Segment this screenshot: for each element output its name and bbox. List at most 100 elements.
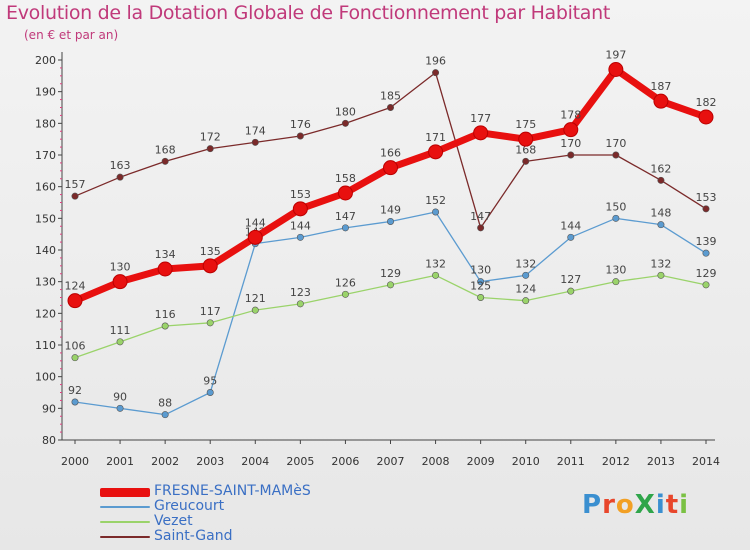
legend-item: FRESNE-SAINT-MAMèS [100, 483, 360, 499]
legend-item: Saint-Gand [100, 528, 360, 544]
chart-legend: FRESNE-SAINT-MAMèS Greucourt Vezet Saint-Ga… [100, 483, 360, 544]
data-label-saint-gand: 163 [110, 159, 131, 172]
y-tick-label: 130 [35, 276, 56, 289]
data-point-vezet [522, 297, 530, 305]
x-tick-label: 2007 [377, 455, 405, 468]
data-label-fresne-saint-mam-s: 130 [110, 261, 131, 274]
data-point-vezet [296, 300, 304, 308]
data-label-vezet: 129 [380, 267, 401, 280]
data-label-fresne-saint-mam-s: 135 [200, 245, 221, 258]
data-label-saint-gand: 147 [470, 210, 491, 223]
data-point-greucourt [432, 208, 440, 216]
data-label-fresne-saint-mam-s: 153 [290, 188, 311, 201]
data-label-greucourt: 90 [113, 390, 127, 403]
data-label-fresne-saint-mam-s: 182 [696, 96, 717, 109]
x-tick-label: 2000 [61, 455, 89, 468]
data-label-vezet: 132 [425, 257, 446, 270]
data-point-vezet [432, 271, 440, 279]
legend-item: Vezet [100, 513, 360, 529]
data-point-greucourt [477, 278, 485, 286]
data-point-fresne-saint-mam-s [698, 109, 714, 125]
data-label-fresne-saint-mam-s: 158 [335, 172, 356, 185]
data-label-saint-gand: 168 [155, 143, 176, 156]
data-label-greucourt: 139 [696, 235, 717, 248]
data-label-saint-gand: 170 [560, 137, 581, 150]
legend-swatch [100, 521, 150, 523]
data-point-greucourt [702, 249, 710, 257]
x-tick-label: 2014 [692, 455, 720, 468]
data-label-fresne-saint-mam-s: 166 [380, 147, 401, 160]
data-label-vezet: 123 [290, 286, 311, 299]
data-label-fresne-saint-mam-s: 177 [470, 112, 491, 125]
legend-item: Greucourt [100, 498, 360, 514]
data-label-greucourt: 152 [425, 194, 446, 207]
data-label-saint-gand: 196 [425, 55, 446, 68]
data-label-saint-gand: 153 [696, 191, 717, 204]
data-point-greucourt [386, 218, 394, 226]
data-point-saint-gand [116, 173, 124, 181]
data-point-fresne-saint-mam-s [653, 93, 669, 109]
data-point-fresne-saint-mam-s [608, 62, 624, 77]
x-tick-label: 2003 [196, 455, 224, 468]
data-label-fresne-saint-mam-s: 124 [65, 280, 86, 293]
y-tick-label: 170 [35, 149, 56, 162]
data-point-fresne-saint-mam-s [247, 229, 263, 245]
data-point-saint-gand [251, 138, 259, 146]
data-label-saint-gand: 168 [515, 143, 536, 156]
data-label-fresne-saint-mam-s: 178 [560, 109, 581, 122]
legend-swatch [100, 536, 150, 538]
data-point-vezet [702, 281, 710, 289]
data-point-greucourt [657, 221, 665, 229]
data-label-greucourt: 147 [335, 210, 356, 223]
data-label-fresne-saint-mam-s: 134 [155, 248, 176, 261]
data-point-saint-gand [702, 205, 710, 213]
data-point-fresne-saint-mam-s [157, 261, 173, 277]
y-tick-label: 100 [35, 371, 56, 384]
y-tick-label: 160 [35, 181, 56, 194]
data-label-fresne-saint-mam-s: 171 [425, 131, 446, 144]
data-label-greucourt: 149 [380, 204, 401, 217]
legend-label: Saint-Gand [154, 528, 233, 544]
data-point-fresne-saint-mam-s [67, 293, 83, 309]
legend-label: FRESNE-SAINT-MAMèS [154, 483, 311, 499]
data-point-fresne-saint-mam-s [428, 144, 444, 160]
data-point-fresne-saint-mam-s [563, 122, 579, 138]
data-label-fresne-saint-mam-s: 187 [650, 80, 671, 93]
y-tick-label: 180 [35, 117, 56, 130]
y-tick-label: 140 [35, 244, 56, 257]
proxiti-logo: ProXiti [582, 490, 690, 520]
data-label-greucourt: 132 [515, 257, 536, 270]
data-point-saint-gand [161, 157, 169, 165]
y-tick-label: 90 [42, 402, 56, 415]
legend-label: Vezet [154, 513, 193, 529]
data-label-greucourt: 148 [650, 207, 671, 220]
x-tick-label: 2002 [151, 455, 179, 468]
data-label-vezet: 126 [335, 276, 356, 289]
x-tick-label: 2006 [331, 455, 359, 468]
data-label-saint-gand: 170 [605, 137, 626, 150]
data-label-saint-gand: 174 [245, 124, 266, 137]
data-point-greucourt [116, 404, 124, 412]
legend-swatch [100, 506, 150, 508]
data-label-greucourt: 144 [560, 219, 581, 232]
data-label-vezet: 116 [155, 308, 176, 321]
data-label-fresne-saint-mam-s: 197 [605, 49, 626, 62]
data-label-saint-gand: 176 [290, 118, 311, 131]
y-tick-label: 120 [35, 307, 56, 320]
data-point-greucourt [612, 214, 620, 222]
data-point-saint-gand [206, 145, 214, 153]
data-point-vezet [567, 287, 575, 295]
data-label-greucourt: 144 [290, 219, 311, 232]
data-label-saint-gand: 180 [335, 105, 356, 118]
data-point-vezet [612, 278, 620, 286]
data-point-fresne-saint-mam-s [518, 131, 534, 147]
data-point-fresne-saint-mam-s [473, 125, 489, 141]
y-tick-label: 80 [42, 434, 56, 447]
data-label-greucourt: 150 [605, 200, 626, 213]
legend-swatch [100, 488, 150, 497]
data-point-saint-gand [341, 119, 349, 127]
data-label-greucourt: 95 [203, 375, 217, 388]
data-point-saint-gand [567, 151, 575, 159]
data-point-vezet [251, 306, 259, 314]
